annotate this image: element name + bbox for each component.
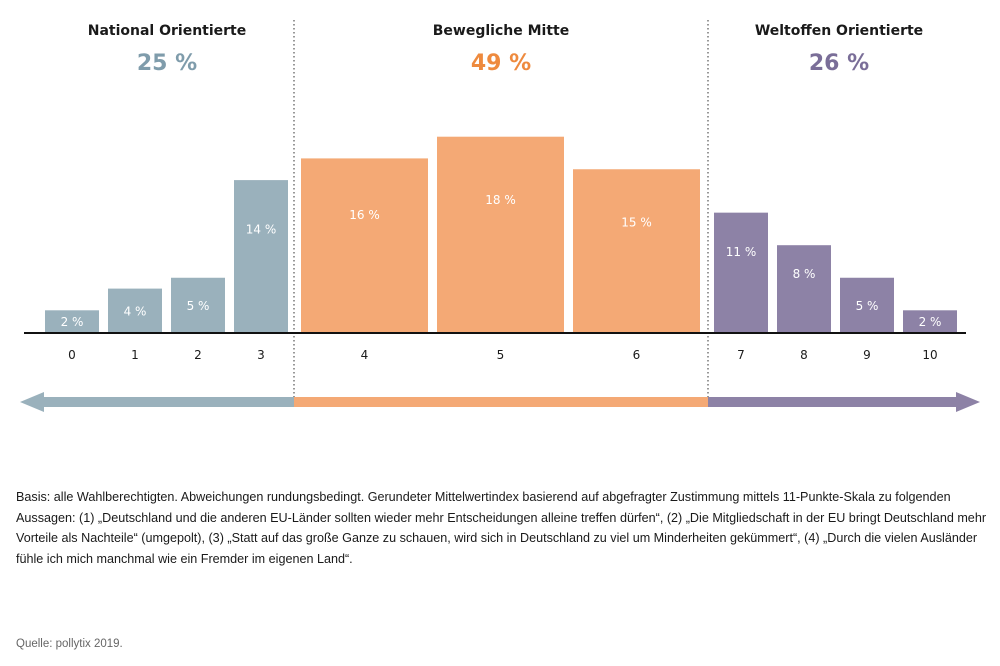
group-percent: 25 %	[137, 51, 197, 76]
arrow-segment-weltoffen	[708, 397, 960, 407]
x-tick-label: 3	[257, 348, 265, 362]
bar-9	[840, 277, 894, 332]
bar-value-label: 8 %	[793, 267, 816, 281]
bar-value-label: 5 %	[856, 299, 879, 313]
x-tick-label: 5	[497, 348, 505, 362]
bar-5	[437, 136, 564, 332]
x-tick-label: 1	[131, 348, 139, 362]
bar-4	[301, 158, 428, 332]
arrow-left-icon	[20, 392, 44, 412]
x-tick-label: 7	[737, 348, 745, 362]
bar-7	[714, 212, 768, 332]
x-tick-label: 4	[361, 348, 369, 362]
bar-8	[777, 245, 831, 332]
group-percent: 49 %	[471, 51, 531, 76]
bar-value-label: 4 %	[124, 304, 147, 318]
bar-2	[171, 277, 225, 332]
group-title: Weltoffen Orientierte	[755, 23, 923, 39]
bar-value-label: 14 %	[246, 223, 277, 237]
bar-value-label: 2 %	[919, 315, 942, 329]
bar-6	[573, 169, 700, 332]
source-note: Quelle: pollytix 2019.	[16, 638, 123, 650]
group-title: Bewegliche Mitte	[433, 23, 569, 39]
bar-value-label: 16 %	[349, 208, 380, 222]
x-tick-label: 0	[68, 348, 76, 362]
arrow-segment-middle	[294, 397, 708, 407]
bar-3	[234, 180, 288, 332]
bar-10	[903, 310, 957, 332]
x-tick-label: 9	[863, 348, 871, 362]
x-tick-label: 10	[922, 348, 937, 362]
x-tick-label: 6	[633, 348, 641, 362]
bar-value-label: 5 %	[187, 299, 210, 313]
bar-value-label: 18 %	[485, 193, 516, 207]
arrow-segment-national	[40, 397, 294, 407]
group-percent: 26 %	[809, 51, 869, 76]
x-tick-label: 8	[800, 348, 808, 362]
footnote: Basis: alle Wahlberechtigten. Abweichung…	[16, 490, 987, 566]
arrow-right-icon	[956, 392, 980, 412]
bar-value-label: 15 %	[621, 215, 652, 229]
bar-value-label: 2 %	[61, 315, 84, 329]
group-title: National Orientierte	[88, 23, 247, 39]
x-tick-label: 2	[194, 348, 202, 362]
bar-value-label: 11 %	[726, 245, 757, 259]
bar-1	[108, 288, 162, 332]
bar-0	[45, 310, 99, 332]
